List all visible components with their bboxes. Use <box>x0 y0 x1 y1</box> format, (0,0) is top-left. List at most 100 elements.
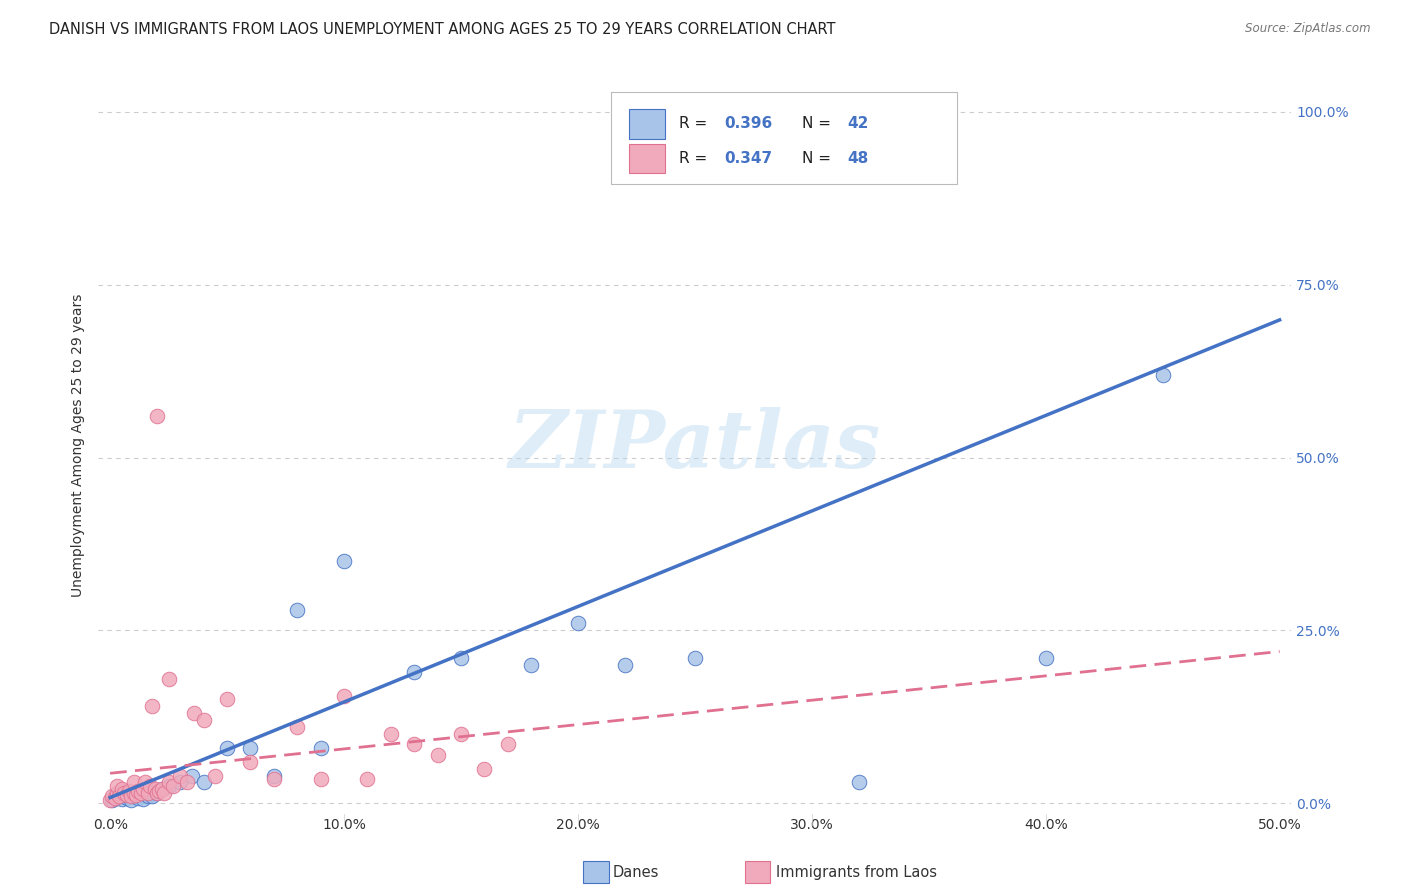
Point <box>127 790 149 805</box>
Point <box>333 689 356 703</box>
FancyBboxPatch shape <box>612 92 957 184</box>
Point <box>148 783 170 797</box>
Point <box>101 789 124 804</box>
Point <box>404 665 426 679</box>
Text: 42: 42 <box>848 116 869 131</box>
Point <box>136 789 159 804</box>
Point <box>118 788 141 802</box>
Point <box>181 768 204 782</box>
Point <box>567 616 589 631</box>
Point <box>157 672 180 686</box>
Point <box>141 789 163 804</box>
Point <box>108 788 131 802</box>
Point <box>122 775 145 789</box>
Point <box>169 768 191 782</box>
Point <box>134 775 156 789</box>
Point <box>112 786 135 800</box>
Y-axis label: Unemployment Among Ages 25 to 29 years: Unemployment Among Ages 25 to 29 years <box>72 293 86 597</box>
Point <box>183 706 205 721</box>
Point <box>1152 368 1174 382</box>
Point <box>356 772 378 786</box>
Point <box>139 786 162 800</box>
Point <box>129 788 152 802</box>
Point <box>613 657 636 672</box>
Point <box>146 786 169 800</box>
Point <box>380 727 402 741</box>
Point <box>104 789 127 804</box>
Point <box>101 793 124 807</box>
Text: Immigrants from Laos: Immigrants from Laos <box>776 865 938 880</box>
Point <box>217 692 239 706</box>
Point <box>111 786 134 800</box>
Point <box>122 789 145 804</box>
Point <box>127 783 149 797</box>
Point <box>162 779 184 793</box>
Point <box>125 788 148 802</box>
Point <box>450 651 472 665</box>
Point <box>98 793 121 807</box>
Point <box>122 786 145 800</box>
Text: 0.396: 0.396 <box>724 116 773 131</box>
Text: 48: 48 <box>848 151 869 166</box>
Text: Source: ZipAtlas.com: Source: ZipAtlas.com <box>1246 22 1371 36</box>
Point <box>263 768 285 782</box>
Point <box>683 651 706 665</box>
Point <box>239 755 262 769</box>
Point <box>146 786 169 800</box>
Point <box>169 775 191 789</box>
Point <box>426 747 449 762</box>
Point <box>136 786 159 800</box>
Point <box>333 554 356 568</box>
Point <box>112 789 135 804</box>
Point <box>474 762 496 776</box>
Point <box>404 738 426 752</box>
Point <box>848 775 870 789</box>
Point <box>309 740 332 755</box>
Point <box>263 772 285 786</box>
Point <box>134 782 156 797</box>
Point <box>104 790 127 805</box>
Point <box>778 105 800 120</box>
Point <box>153 786 176 800</box>
Point <box>157 775 180 789</box>
Point <box>193 775 215 789</box>
Point <box>157 779 180 793</box>
Point <box>520 657 543 672</box>
Point <box>150 782 173 797</box>
Point <box>285 720 308 734</box>
Text: ZIPatlas: ZIPatlas <box>509 407 882 484</box>
Point <box>146 409 169 423</box>
Point <box>450 727 472 741</box>
Point <box>105 790 128 805</box>
Point <box>309 772 332 786</box>
Point <box>193 713 215 727</box>
Point <box>1035 651 1057 665</box>
Point <box>125 786 148 800</box>
Point <box>120 789 142 804</box>
Point <box>204 768 226 782</box>
Text: N =: N = <box>803 151 837 166</box>
Point <box>132 782 155 797</box>
Bar <box>630 144 665 173</box>
Point <box>115 788 138 802</box>
Point <box>105 779 128 793</box>
Point <box>141 699 163 714</box>
Point <box>118 783 141 797</box>
Point <box>217 740 239 755</box>
Point <box>176 775 198 789</box>
Point <box>496 738 519 752</box>
Point <box>150 782 173 797</box>
Text: R =: R = <box>679 151 713 166</box>
Text: N =: N = <box>803 116 837 131</box>
Point <box>143 782 166 797</box>
Bar <box>630 109 665 138</box>
Point <box>132 792 155 806</box>
Point <box>129 786 152 800</box>
Point <box>108 789 131 804</box>
Text: Danes: Danes <box>613 865 659 880</box>
Point <box>105 786 128 800</box>
Point <box>239 740 262 755</box>
Text: 0.347: 0.347 <box>724 151 773 166</box>
Text: R =: R = <box>679 116 713 131</box>
Point <box>111 782 134 797</box>
